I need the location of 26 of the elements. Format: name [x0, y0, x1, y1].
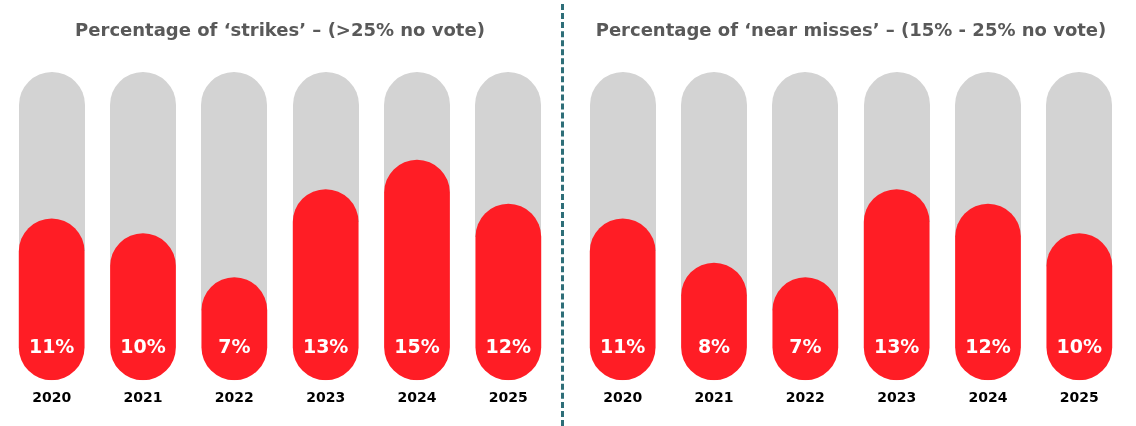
x-tick-label: 2023 [306, 389, 346, 406]
data-label: 11% [599, 335, 646, 358]
x-tick-label: 2022 [785, 389, 825, 406]
x-tick-label: 2020 [603, 389, 643, 406]
x-tick-label: 2021 [123, 389, 163, 406]
data-label: 11% [28, 335, 75, 358]
data-label: 10% [1056, 335, 1103, 358]
data-label: 12% [485, 335, 532, 358]
x-tick-label: 2020 [32, 389, 72, 406]
data-label: 7% [218, 335, 251, 358]
x-tick-label: 2023 [877, 389, 917, 406]
data-label: 13% [302, 335, 349, 358]
data-label: 12% [965, 335, 1011, 358]
x-tick-label: 2025 [488, 389, 528, 406]
x-tick-label: 2024 [968, 389, 1008, 406]
data-label: 13% [873, 335, 920, 358]
chart-title: Percentage of ‘near misses’ – (15% - 25% no vote) [595, 19, 1107, 41]
x-tick-label: 2024 [397, 389, 437, 406]
x-tick-label: 2021 [694, 389, 734, 406]
data-label: 15% [394, 335, 440, 358]
x-tick-label: 2025 [1059, 389, 1099, 406]
data-label: 7% [789, 335, 822, 358]
chart-title: Percentage of ‘strikes’ – (>25% no vote) [75, 19, 485, 41]
x-tick-label: 2022 [214, 389, 254, 406]
data-label: 8% [697, 335, 731, 358]
data-label: 10% [120, 335, 166, 358]
